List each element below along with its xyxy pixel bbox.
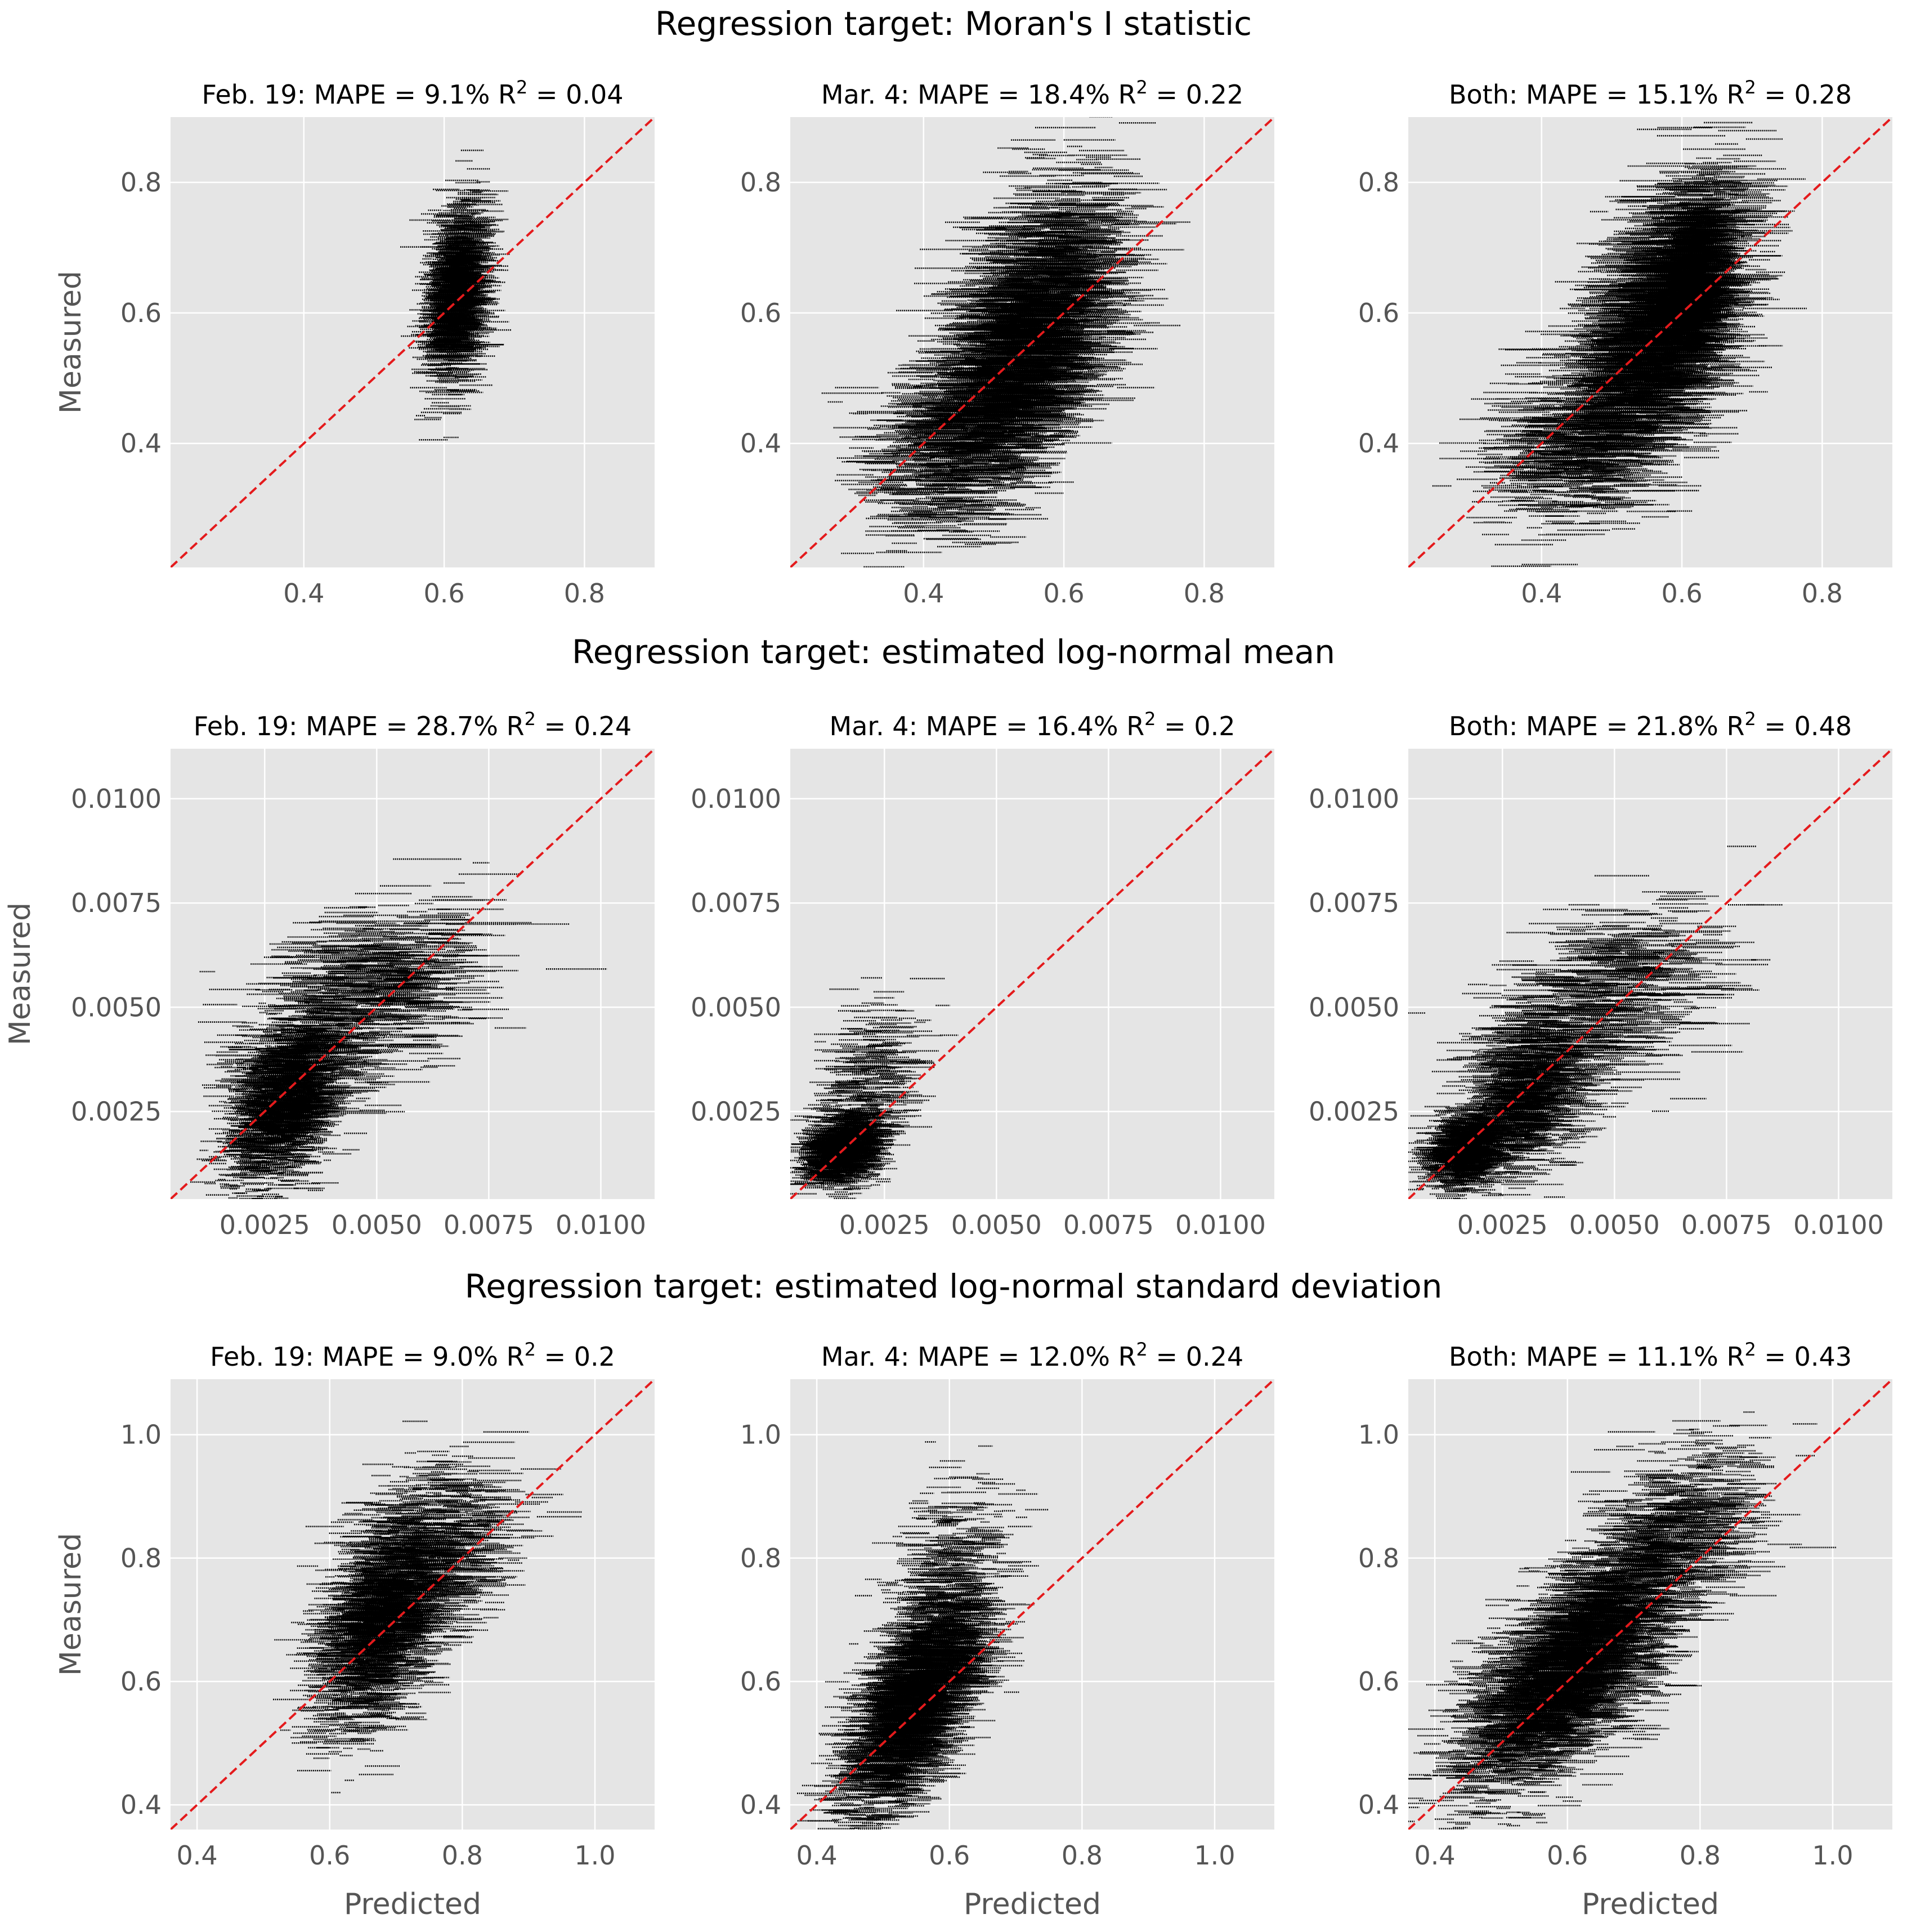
y-tick-label: 0.8 bbox=[1358, 167, 1399, 198]
scatter-points bbox=[1432, 122, 1807, 567]
identity-line bbox=[171, 117, 655, 567]
scatter-panel-0-0: 0.4 0.6 0.8 0.4 0.6 0.8 Feb. 19: MAPE = 9.1% R… bbox=[54, 77, 655, 609]
y-tick-label: 0.6 bbox=[1358, 298, 1399, 328]
x-tick-label: 0.4 bbox=[283, 578, 324, 609]
y-tick-label: 0.4 bbox=[120, 428, 162, 459]
row-titles: Regression target: Moran's I statistic R… bbox=[465, 5, 1443, 1305]
row-title-2: Regression target: estimated log-normal … bbox=[465, 1267, 1443, 1305]
y-axis-label: Measured bbox=[54, 271, 88, 414]
row-title-0: Regression target: Moran's I statistic bbox=[655, 5, 1252, 43]
x-tick-label: 0.4 bbox=[903, 578, 944, 609]
y-tick-label: 0.8 bbox=[740, 167, 781, 198]
y-tick-label: 0.8 bbox=[120, 167, 162, 198]
scatter-points bbox=[400, 149, 511, 441]
scatter-points bbox=[821, 117, 1190, 567]
panel-title: Feb. 19: MAPE = 9.1% R2 = 0.04 bbox=[202, 77, 623, 110]
x-tick-label: 0.8 bbox=[564, 578, 605, 609]
y-tick-label: 0.6 bbox=[740, 298, 781, 328]
y-tick-label: 0.4 bbox=[740, 428, 781, 459]
row-title-1: Regression target: estimated log-normal … bbox=[572, 633, 1335, 671]
y-tick-label: 0.4 bbox=[1358, 428, 1399, 459]
y-tick-label: 0.6 bbox=[120, 298, 162, 328]
x-tick-label: 0.8 bbox=[1802, 578, 1843, 609]
panels: 0.4 0.6 0.8 0.4 0.6 0.8 Feb. 19: MAPE = 9.1% R… bbox=[3, 77, 1892, 1921]
x-tick-label: 0.6 bbox=[1662, 578, 1703, 609]
identity-line bbox=[790, 117, 1274, 567]
x-tick-label: 0.6 bbox=[1044, 578, 1085, 609]
panel-title: Mar. 4: MAPE = 18.4% R2 = 0.22 bbox=[821, 77, 1243, 110]
scatter-panel-0-1: 0.4 0.6 0.8 0.4 0.6 0.8 Mar. 4: MAPE = 18.4% R… bbox=[740, 77, 1274, 609]
x-tick-label: 0.6 bbox=[424, 578, 465, 609]
x-tick-label: 0.4 bbox=[1521, 578, 1562, 609]
x-tick-label: 0.8 bbox=[1184, 578, 1225, 609]
